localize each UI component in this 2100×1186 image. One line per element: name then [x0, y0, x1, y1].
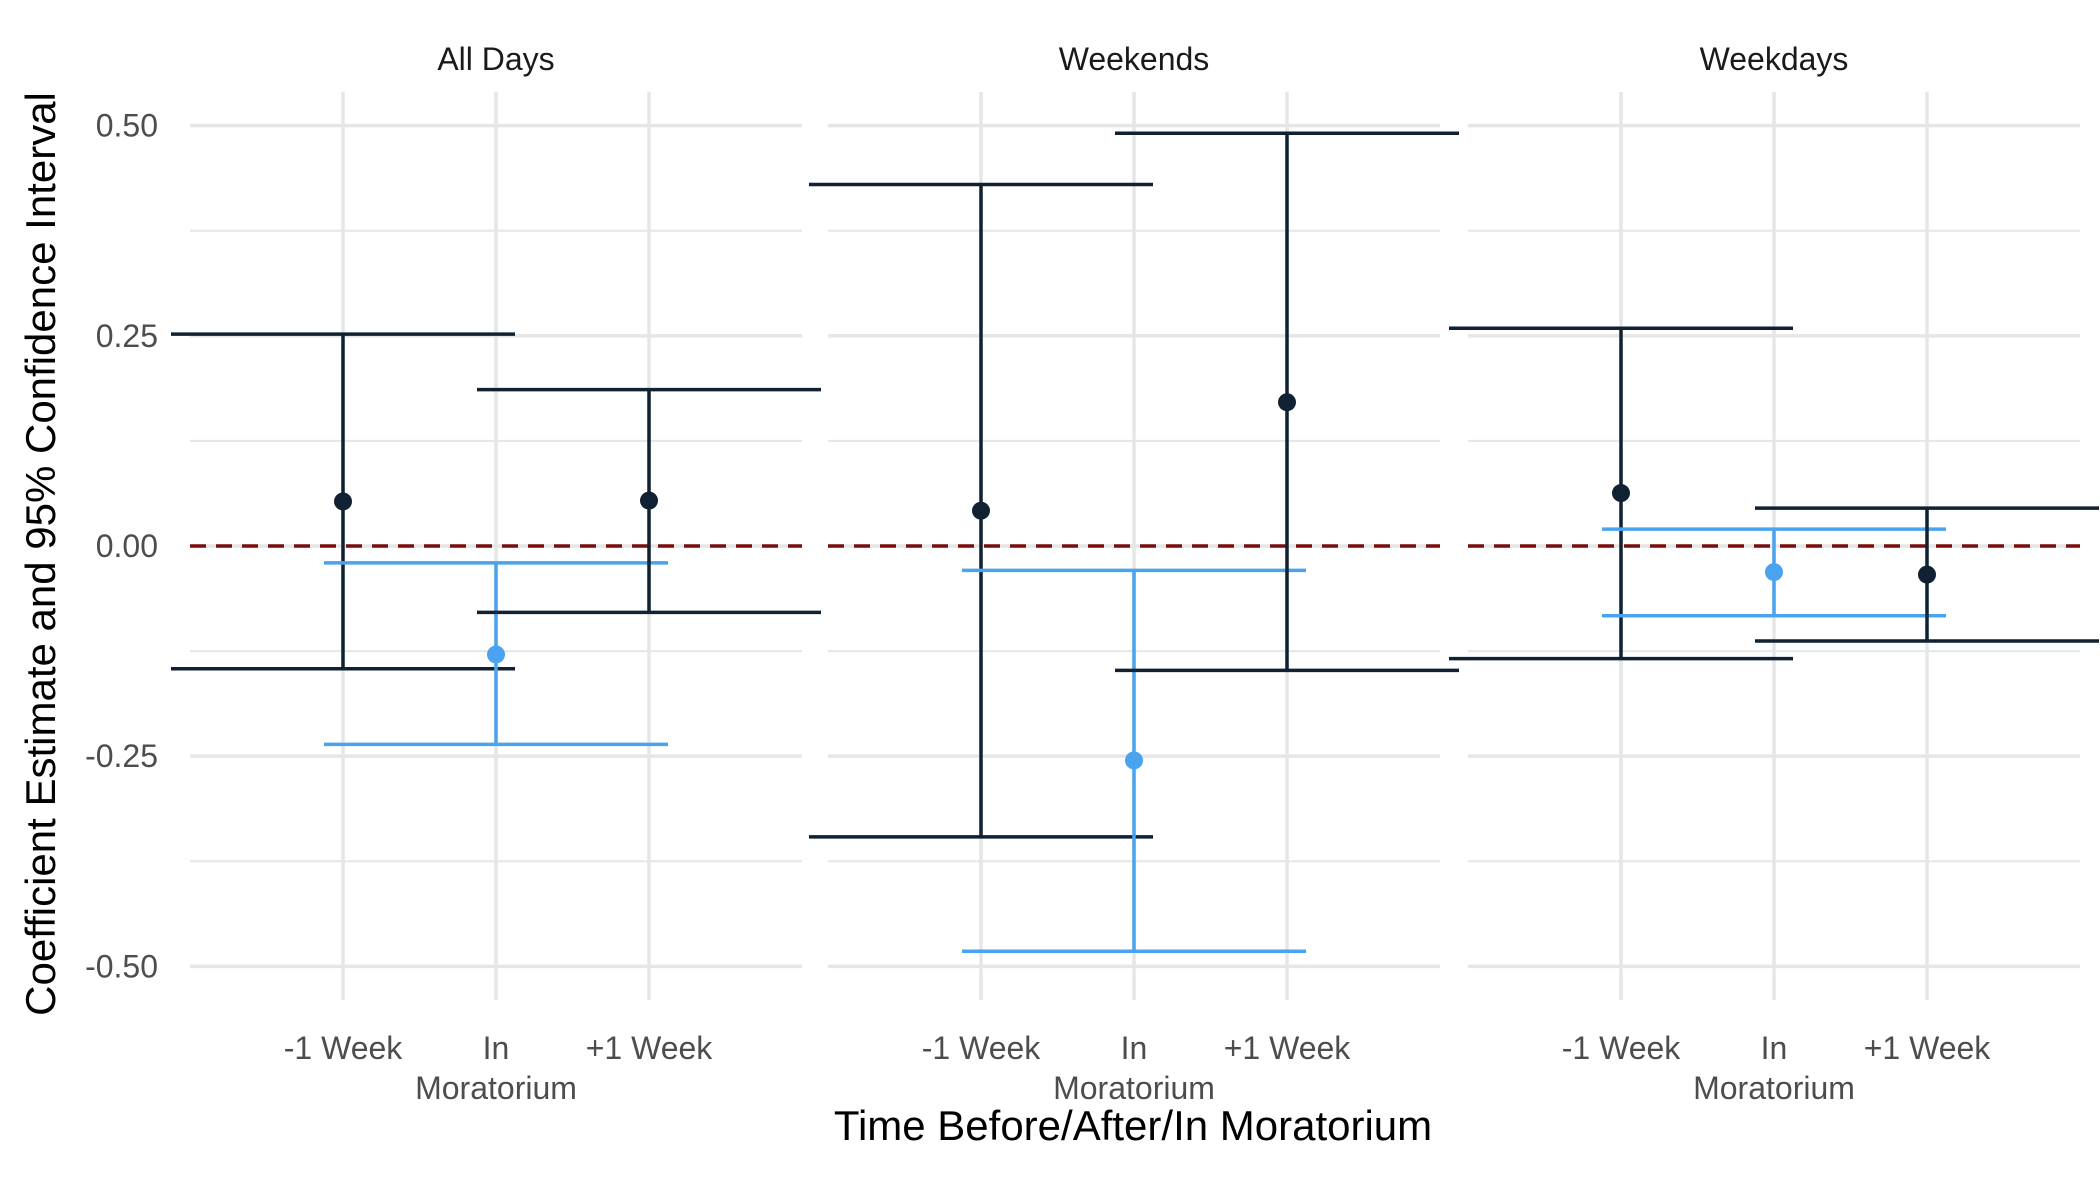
- estimate-point: [1278, 393, 1296, 412]
- errorbar-group: [809, 182, 1153, 839]
- x-axis-title: Time Before/After/In Moratorium: [834, 1102, 1432, 1149]
- panel-title: Weekends: [1059, 41, 1210, 77]
- x-tick-label: In: [1121, 1030, 1148, 1066]
- estimate-point: [334, 492, 352, 511]
- x-tick-label: -1 Week: [284, 1030, 404, 1066]
- x-tick-label: -1 Week: [1562, 1030, 1682, 1066]
- x-tick-label-line2: Moratorium: [1053, 1070, 1215, 1106]
- y-tick-label: 0.00: [96, 528, 158, 564]
- panel-title: All Days: [437, 41, 554, 77]
- x-tick-label-line2: Moratorium: [1693, 1070, 1855, 1106]
- errorbar-group: [324, 561, 668, 747]
- x-tick-label: -1 Week: [922, 1030, 1042, 1066]
- errorbar-layer: [171, 131, 2099, 953]
- y-tick-label: 0.25: [96, 318, 158, 354]
- y-tick-label: -0.50: [85, 948, 158, 984]
- errorbar-group: [1602, 527, 1946, 618]
- errorbar-group: [1449, 326, 1793, 661]
- x-tick-label: +1 Week: [1864, 1030, 1992, 1066]
- x-tick-label: +1 Week: [586, 1030, 714, 1066]
- y-tick-label: -0.25: [85, 738, 158, 774]
- errorbar-group: [1755, 506, 2099, 643]
- estimate-point: [640, 491, 658, 510]
- errorbar-group: [962, 568, 1306, 953]
- errorbar-group: [171, 332, 515, 671]
- estimate-point: [1125, 751, 1143, 770]
- estimate-point: [1765, 563, 1783, 582]
- estimate-point: [487, 645, 505, 664]
- estimate-point: [972, 501, 990, 520]
- panel-title: Weekdays: [1700, 41, 1849, 77]
- errorbar-group: [1115, 131, 1459, 673]
- x-tick-label: In: [483, 1030, 510, 1066]
- x-tick-label: In: [1761, 1030, 1788, 1066]
- x-tick-label-line2: Moratorium: [415, 1070, 577, 1106]
- estimate-point: [1918, 565, 1936, 584]
- errorbar-group: [477, 387, 821, 615]
- y-tick-label: 0.50: [96, 108, 158, 144]
- y-axis-title: Coefficient Estimate and 95% Confidence …: [17, 92, 64, 1016]
- estimate-point: [1612, 484, 1630, 503]
- label-layer: 0.50 0.25 0.00 -0.25 -0.50 All Days -1 Week In M…: [85, 41, 1991, 1106]
- x-tick-label: +1 Week: [1224, 1030, 1352, 1066]
